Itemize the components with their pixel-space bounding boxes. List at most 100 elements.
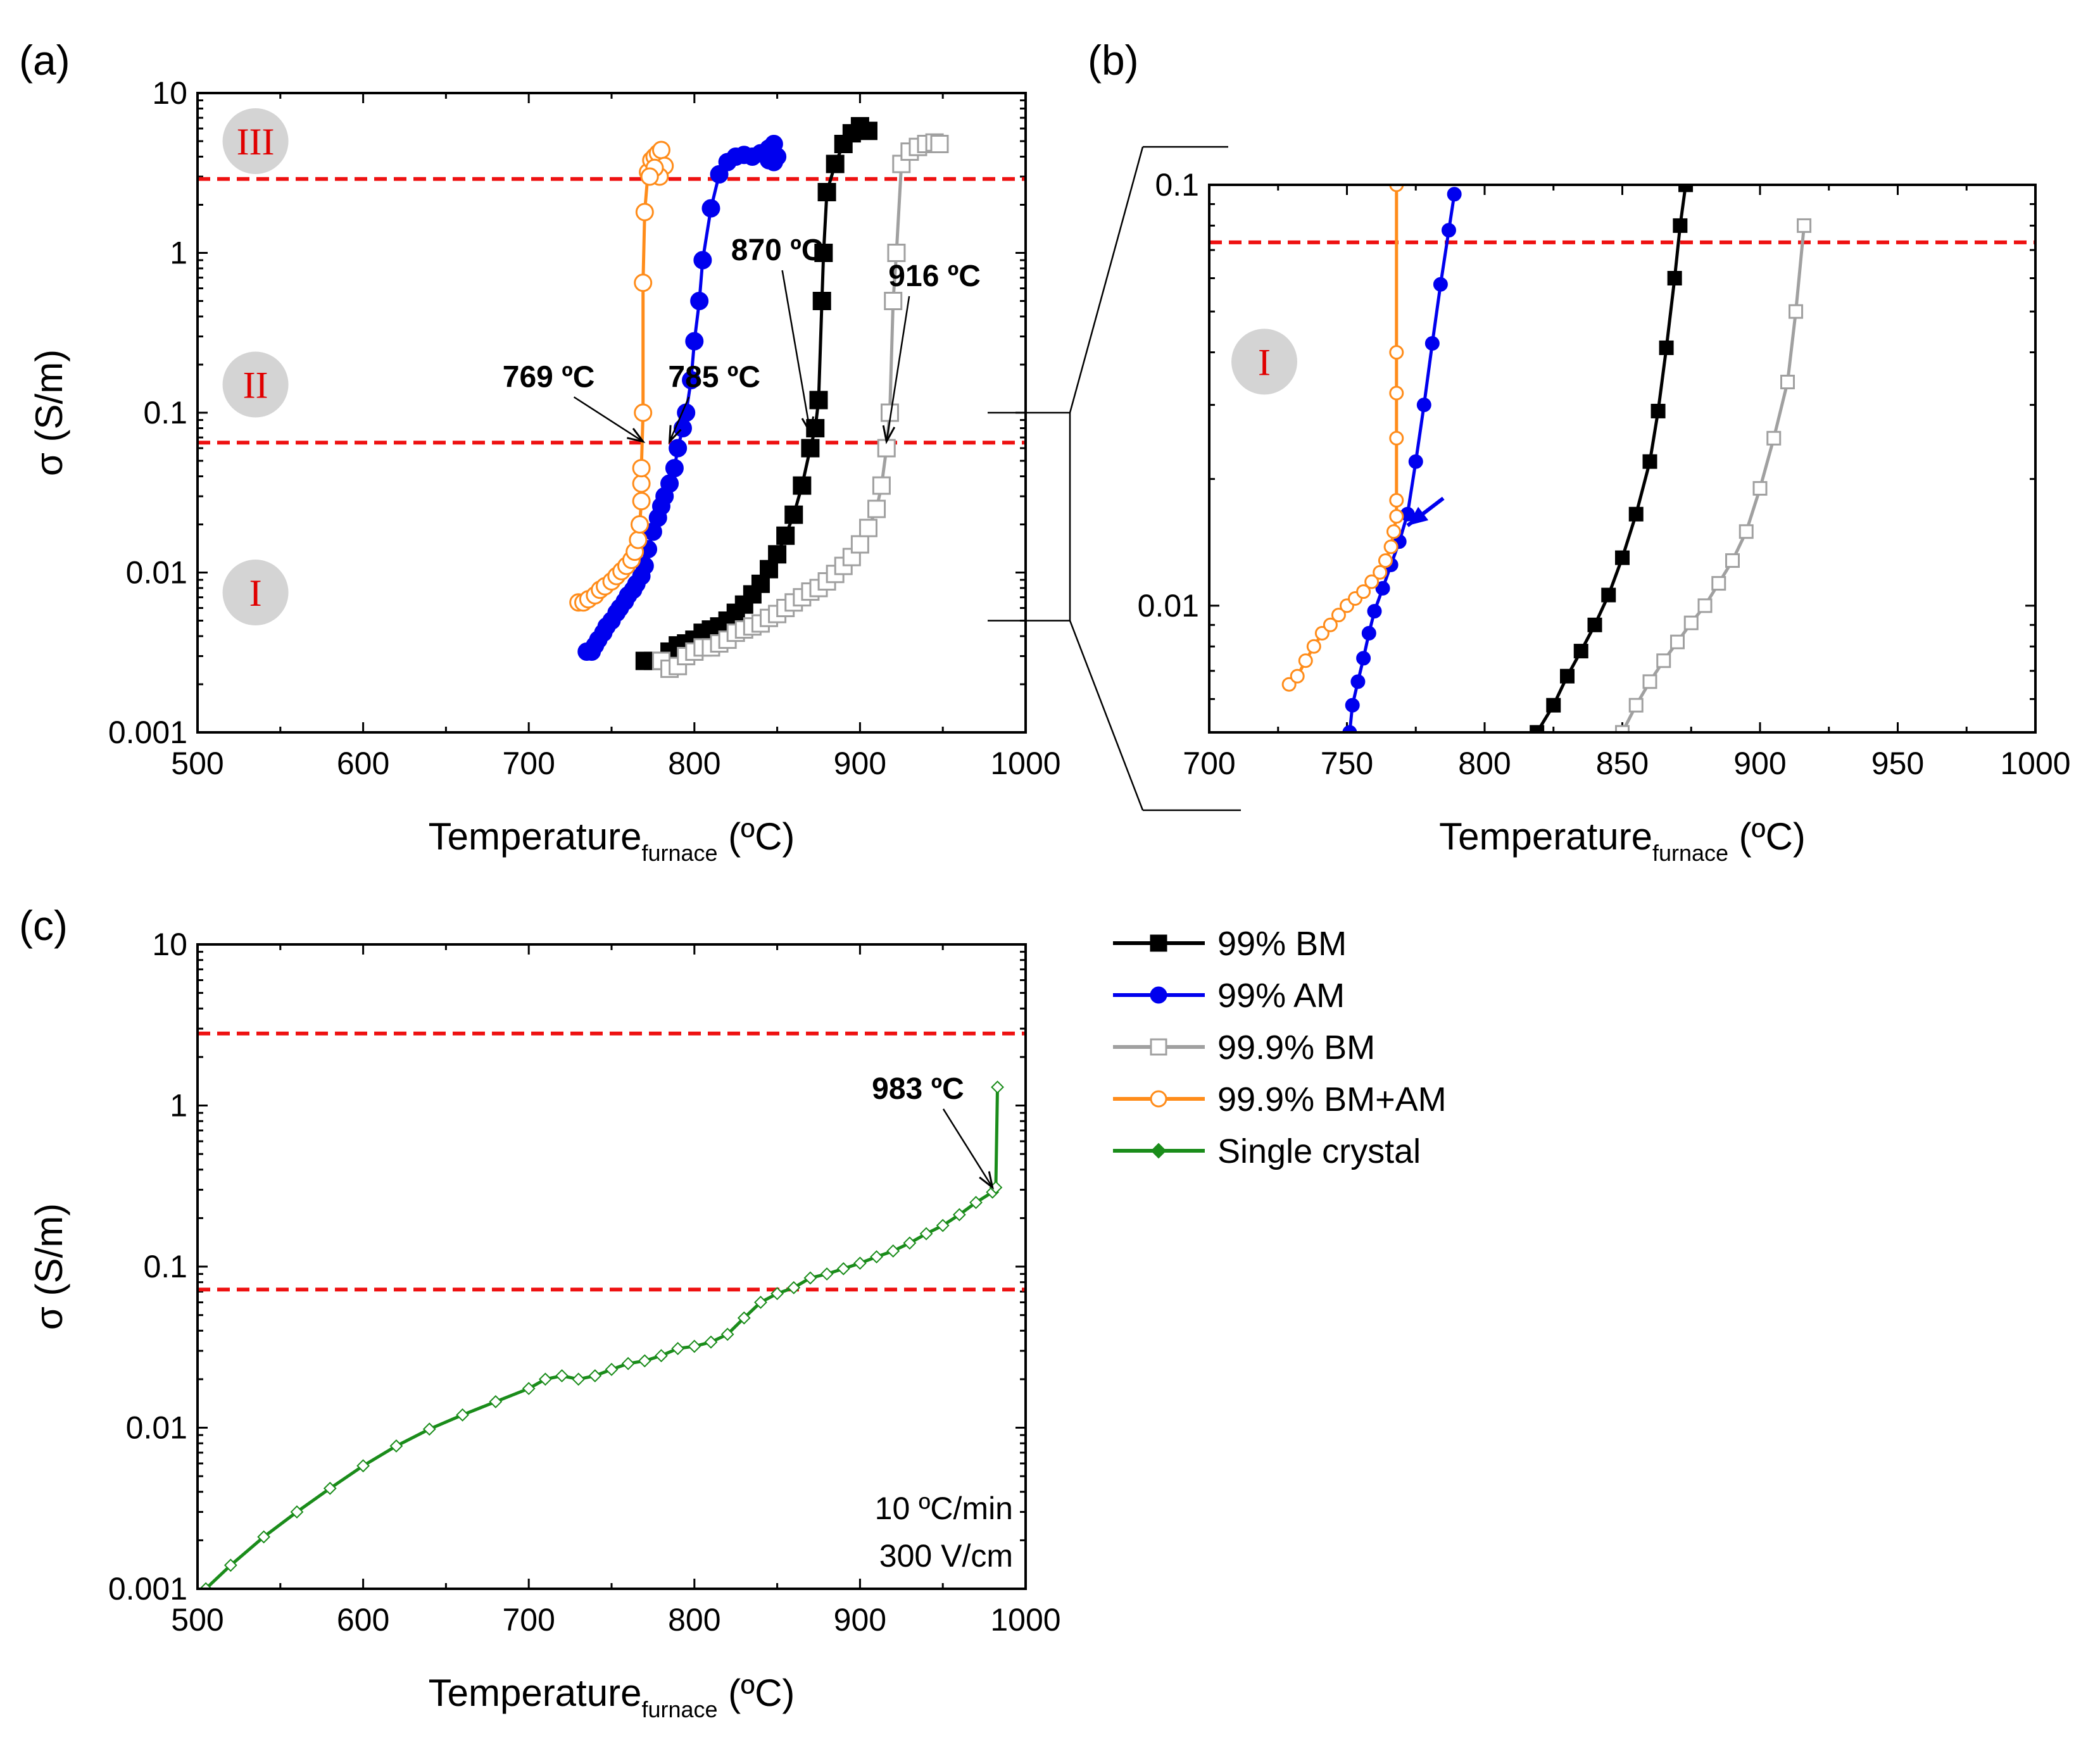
region-marker: I [222, 560, 289, 626]
data-point [1670, 634, 1685, 649]
annotation-label: 916 ºC [888, 260, 981, 293]
data-point [1375, 580, 1390, 596]
data-point [858, 122, 877, 141]
data-point [817, 182, 836, 201]
region-circle [222, 351, 289, 418]
data-point [665, 459, 684, 478]
data-point [522, 1382, 536, 1396]
data-point [867, 499, 886, 518]
data-point [1766, 430, 1782, 446]
data-point [538, 1372, 552, 1386]
data-point [588, 1369, 602, 1382]
data-point [1298, 653, 1313, 668]
x-tick-label: 1000 [990, 746, 1060, 781]
data-point [991, 1081, 1004, 1094]
panel-c: (c) 500 600 700 800 900 1000 0.001 0.01 0.1 1 10 983… [19, 902, 1061, 1722]
data-point [826, 154, 845, 173]
data-point [812, 292, 831, 311]
y-tick-label: 0.001 [108, 1571, 187, 1607]
x-tick-label: 700 [1183, 746, 1235, 781]
data-point [1408, 454, 1423, 469]
x-tick-label: 850 [1596, 746, 1649, 781]
data-point [1364, 574, 1380, 589]
data-point [630, 515, 649, 534]
data-point [489, 1395, 503, 1408]
annotation-arrow [942, 1108, 993, 1188]
series-99-9-bm [651, 133, 949, 679]
data-point [1323, 617, 1338, 632]
legend: 99% BM 99% AM 99.9% BM 99.9% BM+AM Single cr… [1113, 925, 1447, 1170]
data-point [936, 1218, 950, 1232]
panel-a-label: (a) [19, 37, 70, 84]
data-point [887, 244, 906, 262]
data-point [1367, 604, 1382, 619]
x-tick-label: 1000 [990, 1602, 1060, 1638]
region-marker: II [222, 351, 289, 418]
legend-marker [1150, 1038, 1167, 1056]
data-point [1356, 584, 1371, 599]
legend-label: 99% BM [1217, 925, 1347, 963]
data-point [1306, 639, 1321, 654]
data-point [555, 1369, 569, 1382]
x-tick-label: 700 [502, 746, 555, 781]
data-point [930, 134, 949, 153]
y-axis-label: σ (S/m) [28, 1203, 70, 1330]
data-point [1331, 608, 1346, 623]
data-point [776, 526, 795, 545]
data-point [290, 1505, 304, 1519]
data-point [1345, 698, 1360, 713]
annotation-label: 983 ºC [872, 1072, 964, 1106]
x-tick-label: 900 [1733, 746, 1786, 781]
legend-item-99-9-bm: 99.9% BM [1113, 1029, 1375, 1067]
condition-text: 10 ºC/min [875, 1491, 1013, 1526]
series-line [1348, 194, 1456, 732]
panel-b-label: (b) [1088, 37, 1139, 84]
legend-label: 99% AM [1217, 977, 1345, 1015]
plot-frame [1208, 184, 2037, 734]
data-point [1383, 539, 1399, 554]
data-point [632, 459, 651, 478]
annotation-arrow [781, 270, 812, 433]
series-99-am [1342, 187, 1462, 732]
region-label-I: I [1258, 341, 1271, 383]
data-point [323, 1481, 337, 1495]
data-point [1447, 187, 1462, 202]
annotation-arrowhead [627, 427, 646, 443]
data-point [1667, 270, 1682, 285]
data-point [1350, 674, 1366, 689]
x-axis-label: Temperaturefurnace (ºC) [429, 815, 795, 866]
data-point [1433, 277, 1448, 292]
data-point [884, 292, 903, 311]
data-point [754, 1296, 767, 1309]
data-point [1441, 223, 1456, 238]
data-point [223, 1558, 237, 1572]
data-point [621, 1356, 635, 1370]
data-point [1725, 553, 1740, 568]
data-point [814, 244, 833, 262]
data-point [1356, 651, 1371, 666]
legend-label: 99.9% BM+AM [1217, 1081, 1447, 1118]
data-point [1615, 550, 1630, 565]
data-point [456, 1408, 469, 1422]
panel-b: (b) 700 750 800 850 900 950 1000 0.01 0.1 I Tempera… [1088, 37, 2071, 866]
data-point [1697, 598, 1713, 613]
legend-marker [1150, 934, 1167, 952]
data-point [638, 1354, 651, 1368]
data-point [870, 1250, 883, 1263]
region-circle [222, 560, 289, 626]
data-point [872, 476, 891, 495]
data-point [1560, 668, 1575, 684]
x-tick-label: 950 [1871, 746, 1924, 781]
data-point [1530, 725, 1545, 732]
series-single-crystal [199, 1081, 1004, 1589]
annotation-label: 870 ºC [731, 234, 824, 267]
data-point [422, 1422, 436, 1436]
y-tick-label: 0.1 [143, 1249, 187, 1284]
annotation: 785 ºC [668, 360, 760, 444]
y-tick-label: 10 [152, 927, 187, 962]
legend-label: 99.9% BM [1217, 1029, 1375, 1067]
data-point [685, 332, 704, 351]
data-point [1678, 185, 1694, 192]
data-point [1789, 304, 1804, 319]
x-tick-label: 800 [1458, 746, 1511, 781]
